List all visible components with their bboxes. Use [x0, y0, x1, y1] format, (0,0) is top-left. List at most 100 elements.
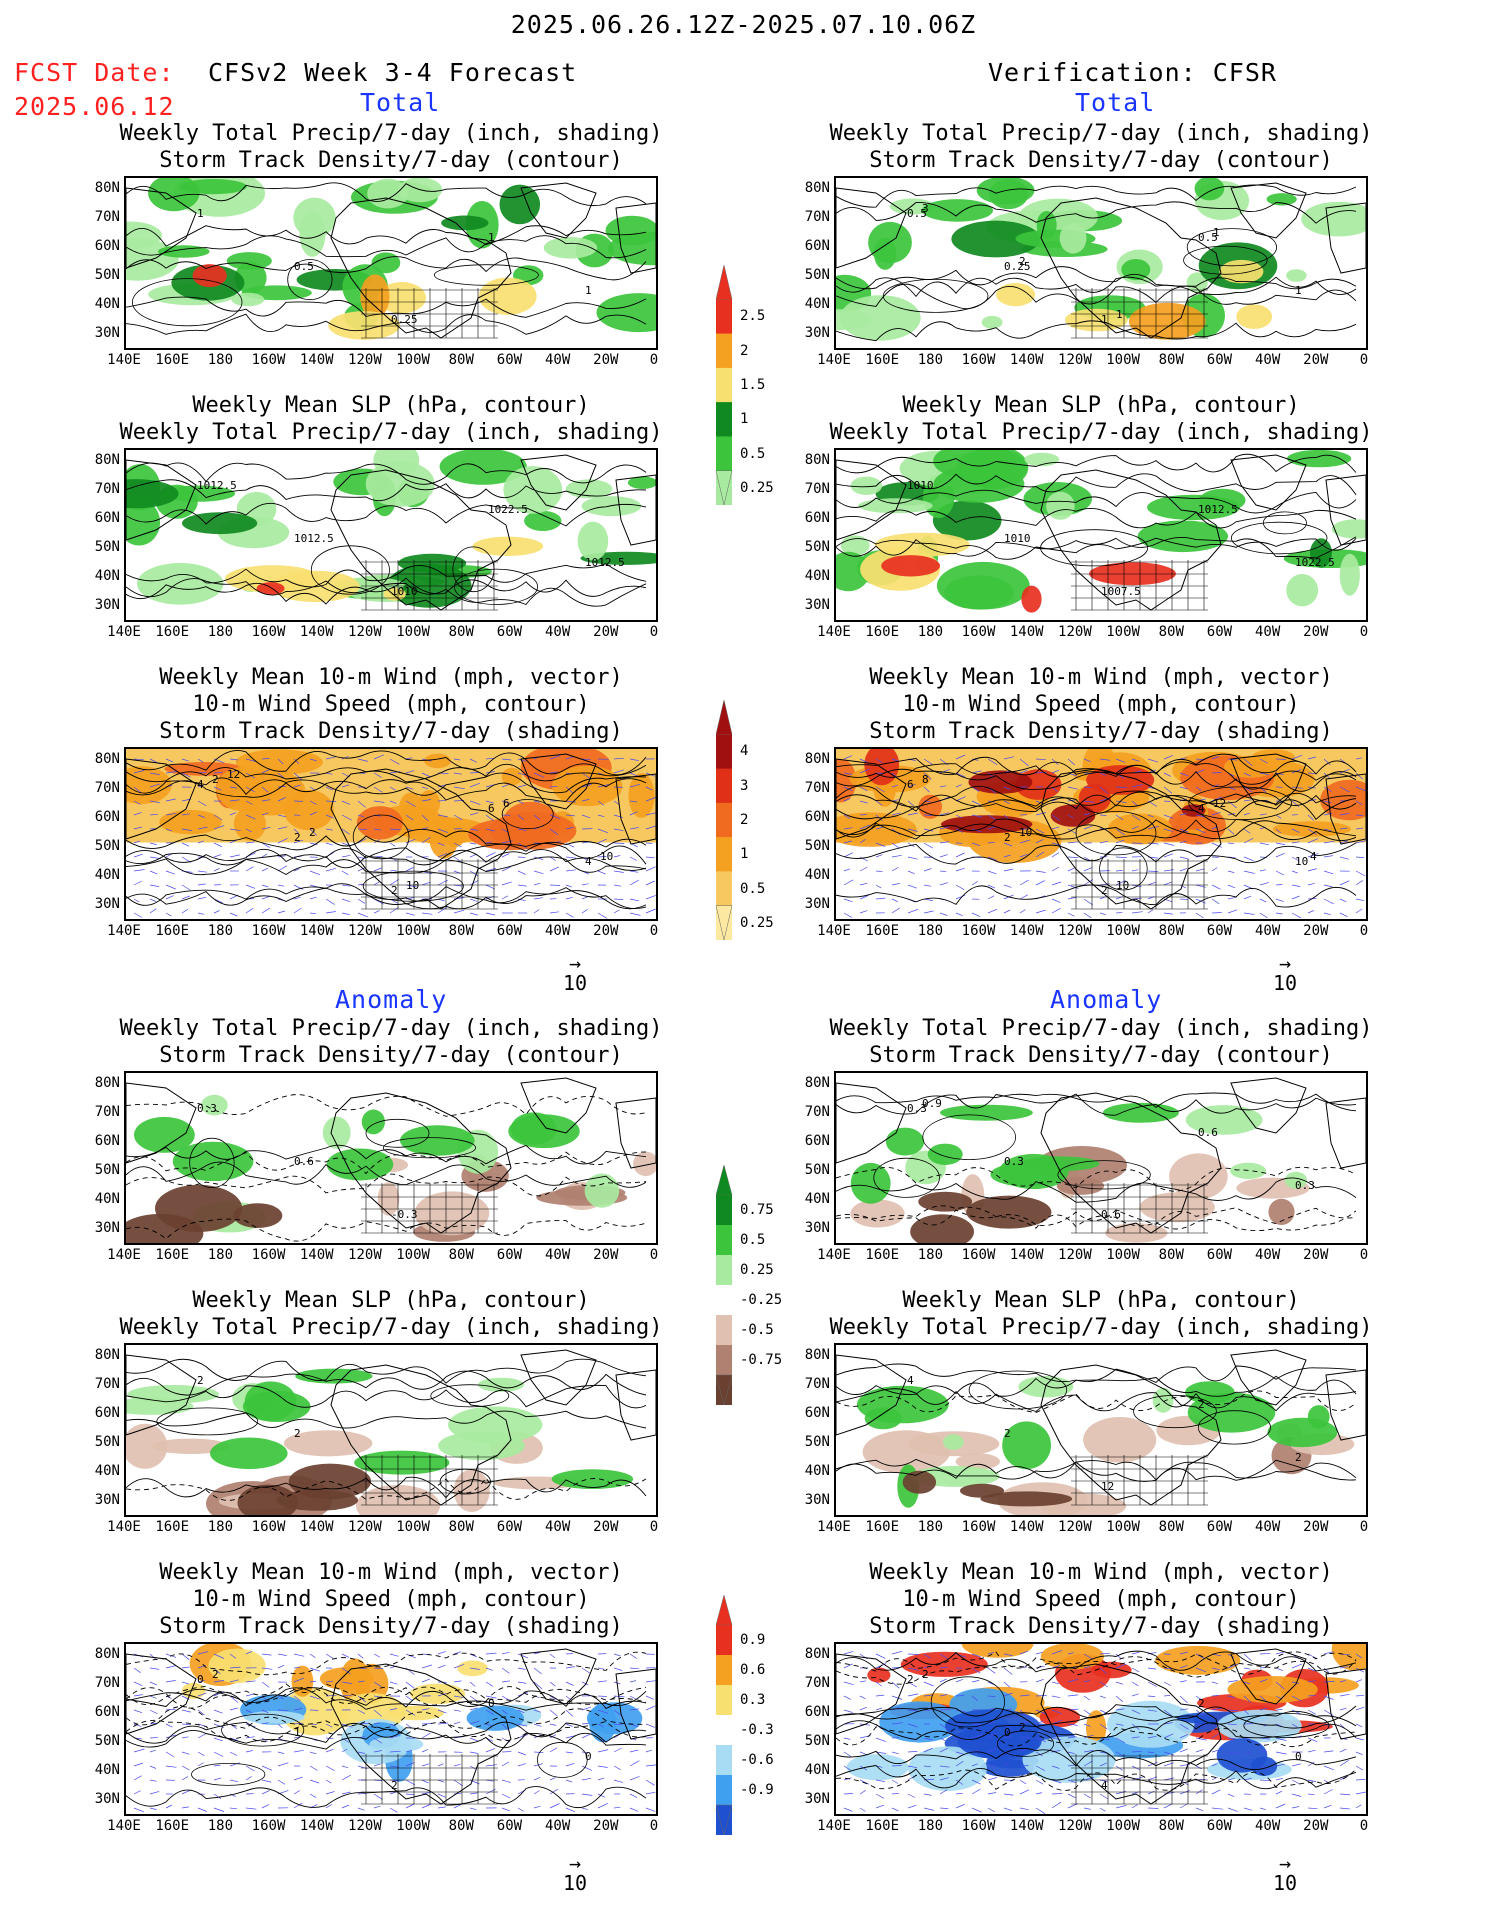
- lon-label: 160W: [251, 1818, 286, 1834]
- lat-label: 30N: [94, 597, 120, 613]
- lat-label: 50N: [94, 838, 120, 854]
- contour-label: 6: [503, 797, 510, 810]
- lon-label: 120W: [348, 1519, 382, 1535]
- colorbar-label: 0.5: [740, 1232, 766, 1248]
- lon-label: 120W: [1058, 1247, 1092, 1263]
- lon-label: 60W: [1206, 923, 1233, 939]
- map-panel-r3_ob: Weekly Mean 10-m Wind (mph, vector) 10-m …: [790, 664, 1410, 965]
- date-range-title: 2025.06.26.12Z-2025.07.10.06Z: [510, 10, 977, 39]
- contour-label: 1: [585, 284, 592, 297]
- lon-label: 0: [1359, 624, 1369, 640]
- lon-label: 40W: [1254, 1818, 1281, 1834]
- contour-label: 0.5: [1198, 231, 1218, 244]
- lon-label: 160E: [155, 923, 190, 939]
- map-canvas: 0.3 0.6 -0.3: [126, 1077, 656, 1243]
- contour-label: 3: [922, 202, 929, 215]
- lat-label: 70N: [94, 481, 120, 497]
- lon-label: 60W: [496, 1247, 523, 1263]
- lon-label: 20W: [1303, 923, 1329, 939]
- colorbar-swatches: [715, 1594, 733, 1836]
- panel-title: Weekly Total Precip/7-day (inch, shading…: [790, 120, 1412, 174]
- map-plot-area: 4 2 12 2 2: [834, 1343, 1368, 1517]
- lat-label: 80N: [94, 1347, 120, 1363]
- contour-label: 1010: [1004, 532, 1031, 545]
- lon-label: 160E: [155, 1519, 190, 1535]
- verification-title: Verification: CFSR: [988, 58, 1277, 87]
- colorbar-label: 0.25: [740, 914, 774, 931]
- lon-label: 60W: [496, 923, 523, 939]
- panel-title-line: 10-m Wind Speed (mph, contour): [192, 1587, 590, 1612]
- lon-label: 160W: [251, 352, 286, 368]
- map-panel-r4_fc: Weekly Total Precip/7-day (inch, shading…: [80, 1015, 700, 1289]
- lon-label: 140E: [817, 923, 851, 939]
- lon-label: 140E: [817, 1818, 851, 1834]
- lat-label: 40N: [804, 296, 830, 312]
- lat-label: 30N: [804, 896, 830, 912]
- lat-label: 80N: [804, 751, 830, 767]
- lon-label: 120W: [348, 1818, 382, 1834]
- lon-label: 140W: [299, 923, 334, 939]
- contour-label: 12: [1101, 1480, 1114, 1493]
- lon-label: 140W: [1009, 1247, 1044, 1263]
- colorbar-swatches: [715, 264, 733, 506]
- lon-label: 140W: [1009, 1519, 1044, 1535]
- lat-label: 30N: [804, 325, 830, 341]
- map-panel-r1_ob: Weekly Total Precip/7-day (inch, shading…: [790, 120, 1410, 394]
- lon-label: 180: [207, 352, 234, 368]
- lat-label: 40N: [804, 1463, 830, 1479]
- lon-label: 100W: [1106, 923, 1140, 939]
- panel-title-line: Weekly Mean SLP (hPa, contour): [902, 393, 1300, 418]
- panel-title-line: Storm Track Density/7-day (shading): [159, 719, 623, 744]
- lat-label: 40N: [94, 1463, 120, 1479]
- lat-label: 30N: [804, 1220, 830, 1236]
- lon-label: 120W: [1058, 624, 1092, 640]
- lon-label: 20W: [1303, 352, 1329, 368]
- lon-label: 160W: [961, 1818, 996, 1834]
- panel-title-line: Weekly Mean 10-m Wind (mph, vector): [869, 1560, 1333, 1585]
- contour-label: 1: [1295, 284, 1302, 297]
- lat-label: 70N: [94, 780, 120, 796]
- map-panel-r1_fc: Weekly Total Precip/7-day (inch, shading…: [80, 120, 700, 394]
- lat-label: 30N: [94, 896, 120, 912]
- lon-label: 120W: [1058, 1519, 1092, 1535]
- lon-label: 160W: [251, 923, 286, 939]
- panel-title-line: Storm Track Density/7-day (contour): [159, 148, 623, 173]
- lon-label: 160E: [155, 1818, 190, 1834]
- lon-label: 60W: [1206, 624, 1233, 640]
- panel-title-line: Weekly Mean 10-m Wind (mph, vector): [159, 665, 623, 690]
- lon-label: 40W: [544, 1247, 571, 1263]
- panel-title-line: Weekly Total Precip/7-day (inch, shading…: [119, 1016, 663, 1041]
- lat-label: 60N: [804, 1133, 830, 1149]
- colorbar-label: -0.3: [740, 1722, 774, 1738]
- lon-label: 20W: [593, 1247, 619, 1263]
- lon-label: 180: [207, 1519, 234, 1535]
- lon-label: 0: [649, 1519, 659, 1535]
- contour-label: 0: [197, 1673, 204, 1686]
- lon-label: 160E: [865, 352, 900, 368]
- lat-label: 70N: [94, 1376, 120, 1392]
- lon-label: 100W: [396, 1519, 430, 1535]
- colorbar-precip_anom: 0.75 0.5 0.25 -0.25 -0.5 -0.75: [715, 1164, 796, 1415]
- lat-label: 60N: [94, 1704, 120, 1720]
- lon-label: 40W: [1254, 352, 1281, 368]
- lon-label: 160E: [155, 1247, 190, 1263]
- lon-label: 60W: [1206, 1519, 1233, 1535]
- contour-label: 0: [1004, 1726, 1011, 1739]
- lon-label: 180: [917, 1818, 944, 1834]
- lon-label: 40W: [1254, 1519, 1281, 1535]
- contour-label: 0.3: [197, 1102, 217, 1115]
- map-panel-r5_ob: Weekly Mean SLP (hPa, contour) Weekly Tot…: [790, 1287, 1410, 1561]
- colorbar-label: -0.25: [740, 1292, 783, 1308]
- lat-label: 50N: [804, 838, 830, 854]
- lon-label: 80W: [1158, 1247, 1184, 1263]
- lat-label: 50N: [94, 539, 120, 555]
- lon-label: 0: [649, 624, 659, 640]
- colorbar-swatches: [715, 1164, 733, 1406]
- lon-label: 0: [1359, 352, 1369, 368]
- lat-label: 50N: [94, 267, 120, 283]
- section-label-anomaly-right: Anomaly: [1050, 985, 1163, 1014]
- contour-label: 10: [1019, 826, 1032, 839]
